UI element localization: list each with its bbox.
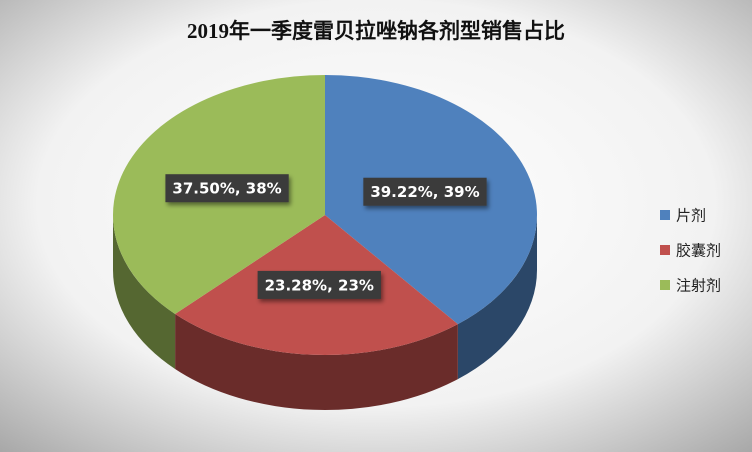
value-label-text: 39.22%, 39% xyxy=(370,183,479,201)
legend-label: 片剂 xyxy=(676,207,706,225)
slice-side xyxy=(457,215,537,380)
slice-side xyxy=(175,313,458,410)
slice-side xyxy=(113,215,176,369)
value-label-text: 37.50%, 38% xyxy=(172,180,281,198)
value-label-text: 23.28%, 23% xyxy=(265,276,374,294)
value-labels: 39.22%, 39% 23.28%, 23% 37.50%, 38% xyxy=(165,174,487,299)
legend-swatch xyxy=(660,210,670,220)
label-box xyxy=(165,174,289,203)
value-label: 37.50%, 38% xyxy=(165,174,289,203)
chart-title: 2019年一季度雷贝拉唑钠各剂型销售占比 xyxy=(187,19,565,43)
value-label: 23.28%, 23% xyxy=(257,270,381,299)
label-box xyxy=(363,177,487,206)
legend-swatch xyxy=(660,245,670,255)
legend-label: 注射剂 xyxy=(676,277,721,295)
label-box xyxy=(257,270,381,299)
legend-swatch xyxy=(660,280,670,290)
value-label: 39.22%, 39% xyxy=(363,177,487,206)
legend-label: 胶囊剂 xyxy=(676,242,721,260)
pie xyxy=(113,75,537,410)
